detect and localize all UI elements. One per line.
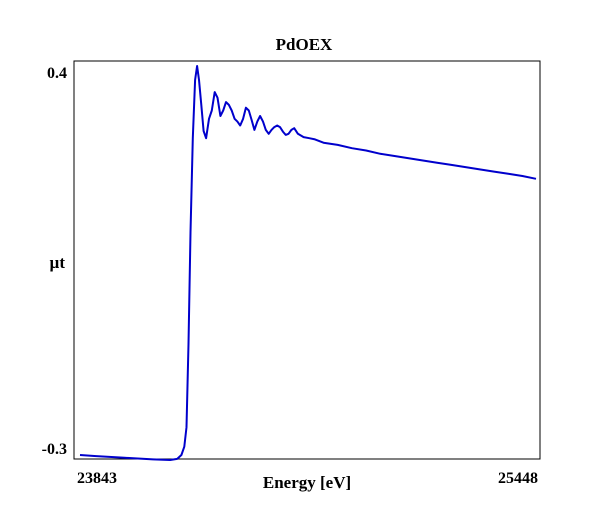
series-line-0 (79, 65, 537, 461)
chart-title: PdOEX (276, 35, 333, 54)
x-tick-label-left: 23843 (77, 470, 117, 487)
y-tick-label-bottom: -0.3 (42, 441, 67, 458)
x-tick-label-right: 25448 (498, 470, 538, 487)
series-layer (79, 65, 537, 461)
x-axis-label: Energy [eV] (263, 473, 351, 492)
y-tick-label-top: 0.4 (47, 65, 67, 82)
plot-area-frame (73, 60, 541, 460)
y-axis-label: µt (50, 253, 66, 272)
